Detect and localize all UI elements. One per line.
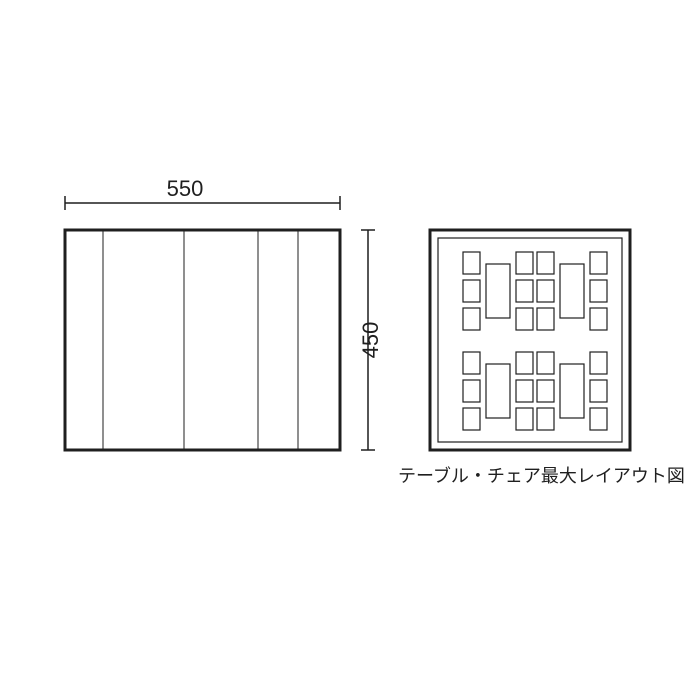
layout-caption: テーブル・チェア最大レイアウト図 [398,462,685,488]
right-plan-outline [430,230,630,450]
diagram-canvas: 550 450 テーブル・チェア最大レイアウト図 [0,0,700,700]
left-plan-outline [65,230,340,450]
chair-rect [537,352,554,374]
table-rect [560,364,584,418]
chair-rect [537,380,554,402]
chair-rect [463,380,480,402]
chair-rect [516,252,533,274]
dim-right-label: 450 [358,322,383,359]
chair-rect [463,252,480,274]
chair-rect [590,352,607,374]
chair-rect [516,280,533,302]
chair-rect [590,280,607,302]
chair-rect [590,252,607,274]
chair-rect [516,308,533,330]
chair-rect [463,352,480,374]
chair-rect [590,380,607,402]
table-rect [486,264,510,318]
chair-rect [590,408,607,430]
table-rect [486,364,510,418]
chair-rect [590,308,607,330]
chair-rect [463,408,480,430]
chair-rect [463,308,480,330]
chair-rect [516,352,533,374]
chair-rect [537,280,554,302]
chair-rect [516,380,533,402]
chair-rect [537,308,554,330]
diagram-svg: 550 450 [0,0,700,700]
table-rect [560,264,584,318]
chair-rect [537,252,554,274]
right-plan-inner-border [438,238,622,442]
chair-rect [516,408,533,430]
chair-rect [463,280,480,302]
dim-top-label: 550 [167,176,204,201]
chair-rect [537,408,554,430]
